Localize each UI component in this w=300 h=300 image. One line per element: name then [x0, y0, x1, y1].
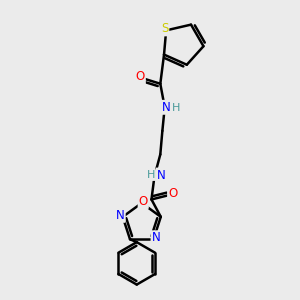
Text: N: N	[116, 209, 125, 222]
Text: O: O	[139, 195, 148, 208]
Text: O: O	[136, 70, 145, 83]
Text: N: N	[157, 169, 165, 182]
Text: H: H	[172, 103, 181, 113]
Text: N: N	[152, 231, 160, 244]
Text: S: S	[161, 22, 168, 35]
Text: O: O	[168, 187, 177, 200]
Text: N: N	[162, 101, 171, 114]
Text: H: H	[147, 170, 155, 180]
